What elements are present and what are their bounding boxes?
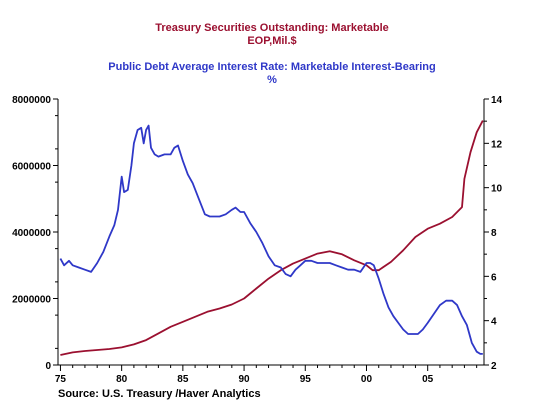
securities-outstanding-series-line	[60, 120, 484, 356]
x-axis-tick-label: 95	[300, 374, 312, 385]
right-axis-tick-label: 6	[491, 272, 497, 283]
source-note: Source: U.S. Treasury /Haver Analytics	[58, 388, 261, 400]
right-series-title: Public Debt Average Interest Rate: Marke…	[108, 61, 436, 73]
left-axis-tick-label: 8000000	[12, 95, 51, 106]
right-axis-tick-label: 12	[491, 139, 503, 150]
left-series-units: EOP,Mil.$	[247, 35, 297, 47]
x-axis-tick-label: 05	[422, 374, 434, 385]
x-axis-tick-label: 80	[116, 374, 128, 385]
right-series-units: %	[267, 74, 277, 86]
x-axis-tick-label: 75	[55, 374, 67, 385]
left-axis-tick-label: 2000000	[12, 295, 51, 306]
x-axis-tick-label: 00	[361, 374, 373, 385]
right-axis-tick-label: 2	[491, 361, 497, 372]
right-axis-tick-label: 4	[491, 317, 497, 328]
x-axis-tick-label: 90	[239, 374, 251, 385]
left-axis-tick-label: 0	[45, 361, 51, 372]
x-axis-tick-label: 85	[177, 374, 189, 385]
left-axis-tick-label: 6000000	[12, 162, 51, 173]
right-axis-tick-label: 10	[491, 184, 503, 195]
right-axis-tick-label: 14	[491, 95, 503, 106]
right-axis-tick-label: 8	[491, 228, 497, 239]
interest-rate-series-line	[59, 124, 483, 355]
left-series-title: Treasury Securities Outstanding: Marketa…	[155, 22, 389, 34]
left-axis-tick-label: 4000000	[12, 228, 51, 239]
